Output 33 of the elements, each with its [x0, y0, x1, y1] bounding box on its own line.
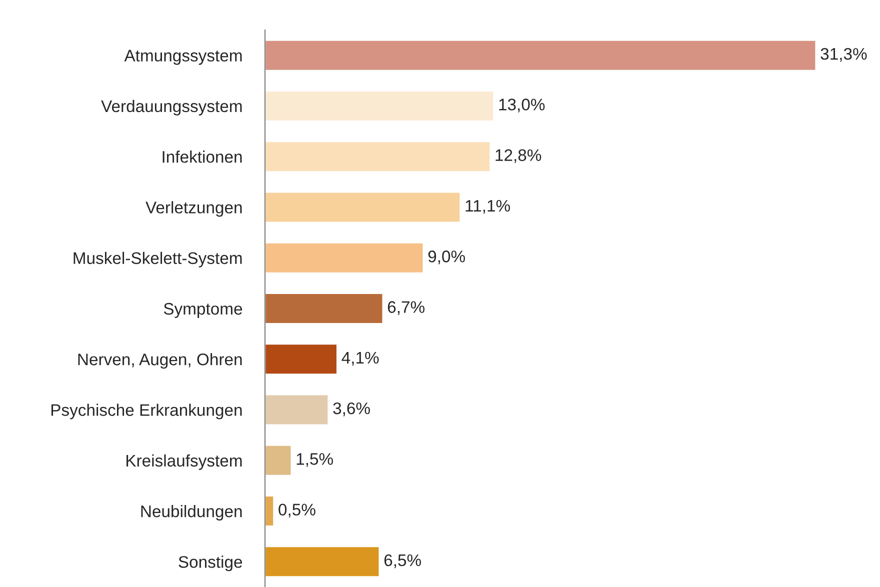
bar — [265, 546, 380, 578]
data-label: 9,0% — [428, 250, 465, 264]
y-tick-label: Nerven, Augen, Ohren — [78, 353, 242, 369]
data-label: 12,8% — [496, 149, 542, 164]
data-label: 1,5% — [296, 453, 333, 467]
y-tick-label: Kreislaufsystem — [126, 454, 242, 470]
bar — [265, 495, 274, 527]
y-tick-label: Verdauungssystem — [101, 100, 242, 116]
bar — [265, 394, 330, 426]
y-tick-label: Psychische Erkrankungen — [51, 404, 242, 420]
data-label: 6,5% — [384, 554, 421, 568]
bar — [265, 90, 495, 122]
bar — [265, 140, 491, 172]
y-tick-label: Symptome — [164, 302, 242, 318]
data-label: 6,7% — [388, 301, 424, 315]
bar — [265, 191, 462, 224]
y-tick-label: Verletzungen — [146, 201, 242, 217]
bar — [265, 343, 338, 376]
data-label: 31,3% — [820, 48, 867, 62]
y-tick-label: Infektionen — [162, 150, 242, 163]
data-label: 3,6% — [333, 402, 370, 416]
bar — [265, 242, 424, 274]
bar — [265, 292, 384, 324]
bar — [265, 39, 817, 72]
data-label: 13,0% — [499, 98, 545, 112]
y-tick-label: Muskel-Skelett-System — [74, 252, 242, 268]
y-tick-label: Neubildungen — [141, 505, 242, 521]
data-label: 11,1% — [466, 200, 510, 214]
y-tick-label: Atmungssystem — [124, 50, 242, 65]
data-label: 0,5% — [278, 504, 316, 518]
bar — [265, 444, 292, 476]
y-tick-label: Sonstige — [178, 556, 242, 572]
data-label: 4,1% — [342, 352, 379, 366]
